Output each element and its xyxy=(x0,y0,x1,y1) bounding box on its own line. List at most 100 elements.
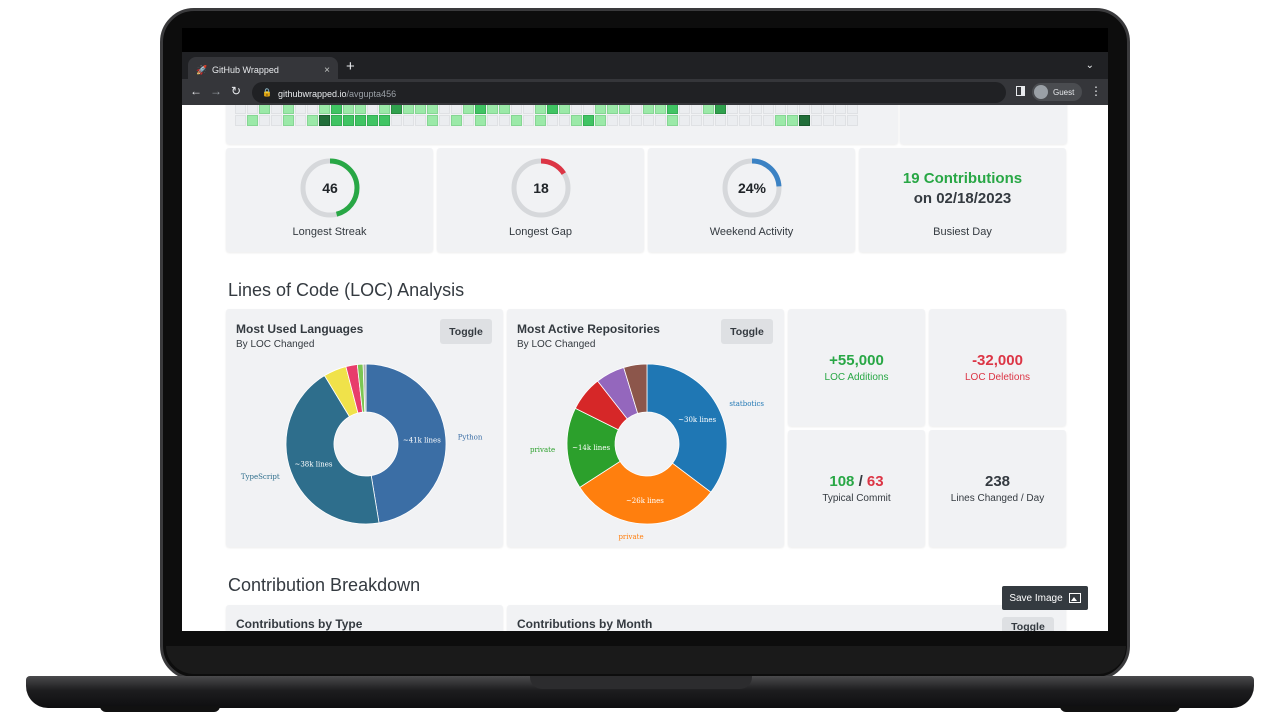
slice-name: Python xyxy=(458,433,483,441)
stat-card-weekend-activity: 24% Weekend Activity xyxy=(648,148,855,252)
slice-label: ~41k lines xyxy=(403,436,441,444)
loc-additions-value: +55,000 xyxy=(829,352,884,369)
loc-deletions-label: LOC Deletions xyxy=(964,372,1031,383)
donut-slice[interactable] xyxy=(365,363,447,524)
browser-toolbar: ← → ↻ 🔒 githubwrapped.io/avgupta456 Gues… xyxy=(182,79,1108,105)
back-arrow-icon[interactable]: ← xyxy=(190,84,202,98)
card-title: Most Active Repositories xyxy=(517,322,660,336)
stat-label: Busiest Day xyxy=(933,226,992,238)
heatmap-cell xyxy=(487,115,498,126)
heatmap-side-card xyxy=(900,105,1067,144)
heatmap-cell xyxy=(835,105,846,114)
heatmap-cell xyxy=(547,115,558,126)
heatmap-cell xyxy=(583,115,594,126)
heatmap-cell xyxy=(283,105,294,114)
languages-card: Most Used Languages By LOC Changed Toggl… xyxy=(226,309,503,547)
heatmap-cell xyxy=(355,105,366,114)
heatmap-cell xyxy=(343,115,354,126)
heatmap-cell xyxy=(835,115,846,126)
heatmap-cell xyxy=(559,115,570,126)
busiest-date: on 02/18/2023 xyxy=(913,190,1012,207)
heatmap-cell xyxy=(403,115,414,126)
heatmap-cell xyxy=(439,115,450,126)
heatmap-cell xyxy=(247,115,258,126)
heatmap-cell xyxy=(811,105,822,114)
toggle-button[interactable]: Toggle xyxy=(440,319,492,344)
stat-label: Longest Gap xyxy=(509,226,572,238)
profile-button[interactable]: Guest xyxy=(1032,83,1083,101)
heatmap-cell xyxy=(799,105,810,114)
stat-value: 46 xyxy=(322,180,338,196)
heatmap-cell xyxy=(283,115,294,126)
card-subtitle: By LOC Changed xyxy=(236,339,315,350)
heatmap-cell xyxy=(787,115,798,126)
heatmap-cell xyxy=(667,105,678,114)
loc-additions-label: LOC Additions xyxy=(824,372,889,383)
repositories-donut-chart: ~30k lines statbotics ~26k lines private ~14… xyxy=(530,363,764,541)
heatmap-cell xyxy=(295,115,306,126)
tab-github-wrapped[interactable]: 🚀 GitHub Wrapped × xyxy=(188,57,338,83)
heatmap-cell xyxy=(679,115,690,126)
card-subtitle: By LOC Changed xyxy=(517,339,596,350)
page-content: 46 Longest Streak 18 Longest Gap 24% Wee… xyxy=(182,105,1108,631)
url-host: githubwrapped.io xyxy=(277,88,347,99)
heatmap-cell xyxy=(727,105,738,114)
heatmap-cell xyxy=(619,105,630,114)
donut-slice[interactable] xyxy=(623,363,648,414)
ring-arc xyxy=(300,158,360,218)
contribution-heatmap xyxy=(226,105,898,144)
slice-label: ~30k lines xyxy=(678,416,716,424)
loc-section-title: Lines of Code (LOC) Analysis xyxy=(228,280,465,300)
heatmap-cell xyxy=(547,105,558,114)
heatmap-cell xyxy=(811,115,822,126)
heatmap-cell xyxy=(727,115,738,126)
heatmap-cell xyxy=(715,115,726,126)
donut-slice[interactable] xyxy=(285,375,380,525)
heatmap-cell xyxy=(271,115,282,126)
heatmap-cell xyxy=(583,105,594,114)
donut-slice[interactable] xyxy=(579,460,712,525)
donut-slice[interactable] xyxy=(646,363,728,493)
heatmap-cell xyxy=(763,105,774,114)
slice-label: ~38k lines xyxy=(294,460,332,468)
heatmap-cell xyxy=(751,115,762,126)
reload-icon[interactable]: ↻ xyxy=(231,84,242,98)
heatmap-cell xyxy=(391,115,402,126)
ring-arc xyxy=(722,158,782,218)
heatmap-cell xyxy=(751,105,762,114)
heatmap-cell xyxy=(331,105,342,114)
typical-commit-card: 108 / 63 Typical Commit xyxy=(788,430,925,547)
heatmap-cell xyxy=(775,105,786,114)
rocket-icon: 🚀 xyxy=(196,65,208,75)
side-panel-icon[interactable] xyxy=(1016,86,1025,96)
toggle-button[interactable]: Toggle xyxy=(1002,617,1054,631)
lines-per-day-card: 238 Lines Changed / Day xyxy=(929,430,1066,547)
close-icon[interactable]: × xyxy=(324,64,330,76)
heatmap-cell xyxy=(523,105,534,114)
chevron-down-icon[interactable]: ⌄ xyxy=(1085,60,1094,71)
heatmap-cell xyxy=(487,105,498,114)
lines-per-day-label: Lines Changed / Day xyxy=(950,493,1045,504)
heatmap-cell xyxy=(451,115,462,126)
progress-ring: 18 xyxy=(509,156,573,220)
ring-arc xyxy=(511,158,571,218)
heatmap-cell xyxy=(799,115,810,126)
heatmap-cell xyxy=(775,115,786,126)
new-tab-button[interactable]: + xyxy=(346,58,355,75)
save-image-button[interactable]: Save Image xyxy=(1002,586,1088,610)
progress-ring: 24% xyxy=(720,156,784,220)
address-bar[interactable]: 🔒 githubwrapped.io/avgupta456 xyxy=(252,82,1006,103)
forward-arrow-icon[interactable]: → xyxy=(210,84,222,98)
heatmap-cell xyxy=(679,105,690,114)
heatmap-cell xyxy=(499,105,510,114)
more-menu-icon[interactable]: ⋮ xyxy=(1090,84,1102,98)
donut-slice[interactable] xyxy=(362,363,367,413)
heatmap-cell xyxy=(319,115,330,126)
heatmap-cell xyxy=(511,115,522,126)
heatmap-cell xyxy=(823,105,834,114)
slice-label: ~26k lines xyxy=(626,497,664,505)
typical-commit-value: 108 / 63 xyxy=(788,473,925,490)
heatmap-cell xyxy=(847,105,858,114)
toggle-button[interactable]: Toggle xyxy=(721,319,773,344)
tab-bar: 🚀 GitHub Wrapped × + ⌄ xyxy=(182,52,1108,83)
